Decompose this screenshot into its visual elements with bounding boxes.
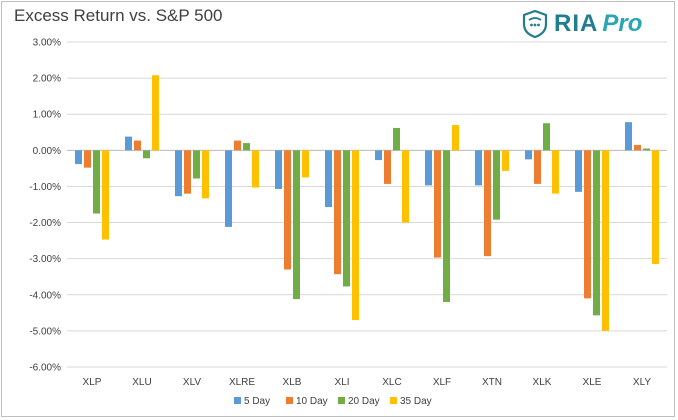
bar-xlk-20-day [543, 123, 550, 151]
bar-xlu-5-day [125, 136, 132, 151]
logo-brand-text: RIA [554, 10, 599, 37]
legend-swatch [390, 397, 397, 404]
x-tick-label: XLE [583, 377, 602, 388]
bar-xlre-20-day [243, 143, 250, 151]
y-tick-label: -3.00% [29, 254, 61, 265]
bar-xlp-20-day [93, 150, 100, 214]
x-tick-label: XLV [183, 377, 201, 388]
x-tick-label: XLF [433, 377, 451, 388]
bar-xle-10-day [584, 150, 591, 299]
x-tick-label: XLC [382, 377, 401, 388]
bar-xlv-20-day [193, 150, 200, 179]
bar-xly-20-day [643, 148, 650, 151]
bar-xlc-5-day [375, 150, 382, 161]
legend-label: 20 Day [348, 396, 380, 407]
bar-xlf-20-day [443, 150, 450, 302]
bar-xlc-10-day [384, 150, 391, 184]
brand-logo: RIA Pro [522, 9, 642, 39]
x-tick-label: XLY [633, 377, 651, 388]
x-tick-label: XLU [132, 377, 151, 388]
bar-xly-10-day [634, 144, 641, 151]
y-tick-label: 3.00% [33, 38, 61, 49]
bar-xtn-5-day [475, 150, 482, 186]
bar-xli-35-day [352, 150, 359, 321]
x-tick-label: XLRE [229, 377, 255, 388]
bar-xlb-5-day [275, 150, 282, 189]
bar-xlre-10-day [234, 140, 241, 151]
bar-xlre-5-day [225, 150, 232, 227]
legend-swatch [286, 397, 293, 404]
legend-swatch [338, 397, 345, 404]
bar-xlp-35-day [102, 150, 109, 240]
chart-title: Excess Return vs. S&P 500 [14, 6, 223, 25]
bar-xli-10-day [334, 150, 341, 275]
y-tick-label: 2.00% [33, 74, 61, 85]
bar-xlu-35-day [152, 75, 159, 151]
y-tick-label: 0.00% [33, 146, 61, 157]
bar-xlv-35-day [202, 150, 209, 199]
bar-xlu-10-day [134, 140, 141, 151]
bar-xlv-5-day [175, 150, 182, 197]
x-tick-label: XLI [334, 377, 349, 388]
bar-xly-35-day [652, 150, 659, 265]
x-tick-label: XLB [283, 377, 302, 388]
bar-xtn-10-day [484, 150, 491, 257]
bar-xtn-20-day [493, 150, 500, 220]
bar-xlre-35-day [252, 150, 259, 188]
x-tick-label: XLP [83, 377, 102, 388]
bar-xlb-10-day [284, 150, 291, 270]
shield-icon [522, 10, 548, 38]
bar-xlf-35-day [452, 125, 459, 151]
bar-xlp-5-day [75, 150, 82, 165]
bar-xlc-20-day [393, 127, 400, 151]
bar-xlk-10-day [534, 150, 541, 184]
legend-label: 5 Day [244, 396, 270, 407]
bar-xlc-35-day [402, 150, 409, 223]
bar-xtn-35-day [502, 150, 509, 171]
x-tick-label: XTN [482, 377, 502, 388]
bar-xlk-5-day [525, 150, 532, 160]
bar-xlk-35-day [552, 150, 559, 194]
legend-label: 35 Day [400, 396, 432, 407]
bar-xlf-10-day [434, 150, 441, 258]
bar-xli-20-day [343, 150, 350, 287]
y-tick-label: -6.00% [29, 363, 61, 374]
bar-xly-5-day [625, 122, 632, 151]
bar-xlp-10-day [84, 150, 91, 168]
logo-suffix-text: Pro [602, 10, 643, 37]
bar-xlf-5-day [425, 150, 432, 186]
y-tick-label: -2.00% [29, 218, 61, 229]
bar-xlu-20-day [143, 150, 150, 159]
bar-xlb-35-day [302, 150, 309, 178]
bar-xli-5-day [325, 150, 332, 208]
y-tick-label: 1.00% [33, 110, 61, 121]
bar-xlb-20-day [293, 150, 300, 300]
y-tick-label: -1.00% [29, 182, 61, 193]
bar-xlv-10-day [184, 150, 191, 194]
x-tick-label: XLK [533, 377, 552, 388]
bar-xle-5-day [575, 150, 582, 192]
y-tick-label: -5.00% [29, 326, 61, 337]
legend-swatch [234, 397, 241, 404]
legend-label: 10 Day [296, 396, 328, 407]
bar-xle-35-day [602, 150, 609, 331]
y-tick-label: -4.00% [29, 290, 61, 301]
bar-xle-20-day [593, 150, 600, 316]
